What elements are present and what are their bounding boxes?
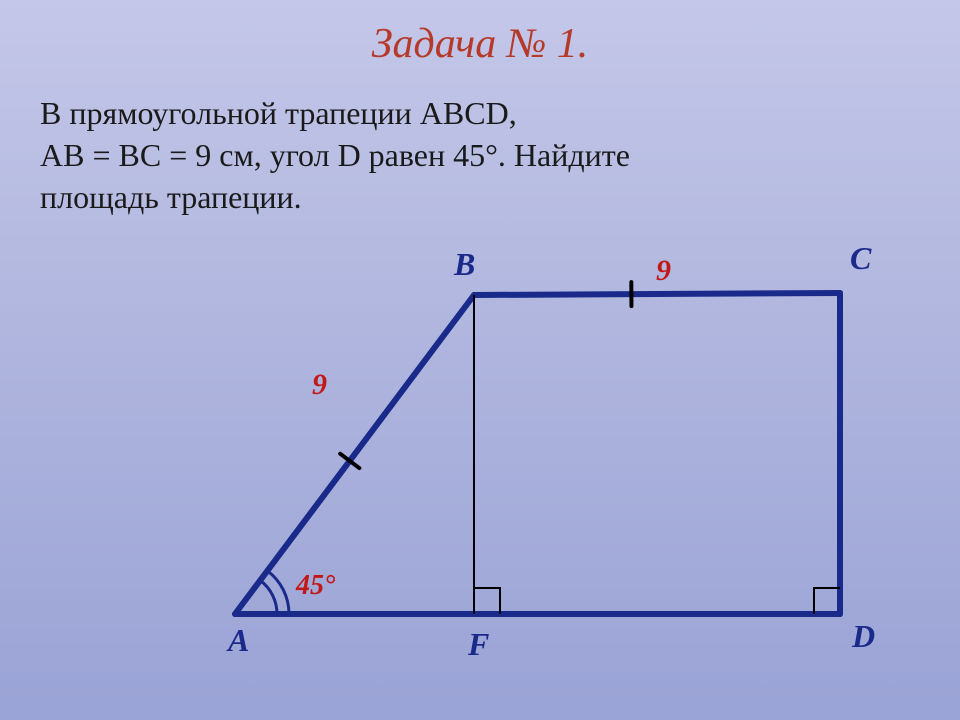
- geometry-diagram: [0, 0, 960, 720]
- side-label-BC: 9: [656, 254, 671, 288]
- trapezoid-shape: [235, 293, 840, 614]
- angle-label-45: 45°: [296, 570, 335, 602]
- vertex-label-D: D: [852, 618, 875, 655]
- vertex-label-A: A: [228, 622, 249, 659]
- auxiliary-lines: [260, 282, 840, 614]
- vertex-label-B: B: [454, 246, 475, 283]
- slide: Задача № 1. В прямоугольной трапеции ABC…: [0, 0, 960, 720]
- vertex-label-C: C: [850, 240, 871, 277]
- side-label-AB: 9: [312, 368, 327, 402]
- vertex-label-F: F: [468, 626, 489, 663]
